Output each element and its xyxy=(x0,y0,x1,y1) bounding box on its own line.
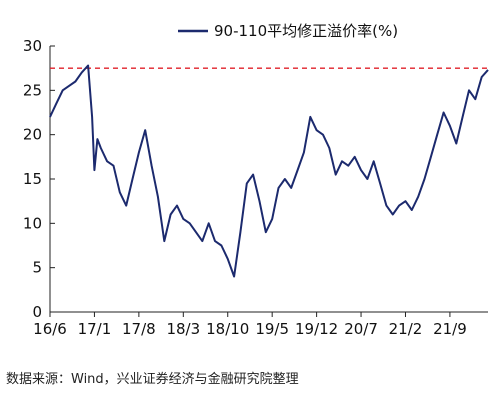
x-tick-label: 19/12 xyxy=(295,320,338,338)
x-tick-label: 17/1 xyxy=(78,320,112,338)
legend-label: 90-110平均修正溢价率(%) xyxy=(214,22,398,40)
y-tick-label: 30 xyxy=(23,37,42,55)
legend: 90-110平均修正溢价率(%) xyxy=(178,22,398,40)
x-tick-label: 20/7 xyxy=(344,320,378,338)
x-tick-label: 18/3 xyxy=(166,320,200,338)
series-line xyxy=(49,64,489,278)
y-tick-label: 0 xyxy=(32,303,42,321)
x-tick-label: 19/5 xyxy=(255,320,289,338)
y-tick-label: 15 xyxy=(23,170,42,188)
x-tick-label: 17/8 xyxy=(122,320,156,338)
x-tick-label: 21/2 xyxy=(389,320,423,338)
x-tick-label: 18/10 xyxy=(206,320,249,338)
y-tick-label: 10 xyxy=(23,214,42,232)
premium-rate-line-chart: 90-110平均修正溢价率(%) 0 5 10 15 20 25 30 16/6 17/1 17/… xyxy=(23,22,489,338)
source-note: 数据来源：Wind，兴业证券经济与金融研究院整理 xyxy=(6,372,299,387)
x-tick-label: 16/6 xyxy=(33,320,67,338)
y-tick-label: 5 xyxy=(32,259,42,277)
plot-area: 0 5 10 15 20 25 30 16/6 17/1 17/8 18/3 18/10 19/5 19/… xyxy=(23,37,489,338)
y-tick-label: 25 xyxy=(23,81,42,99)
x-tick-label: 21/9 xyxy=(433,320,467,338)
y-tick-label: 20 xyxy=(23,126,42,144)
